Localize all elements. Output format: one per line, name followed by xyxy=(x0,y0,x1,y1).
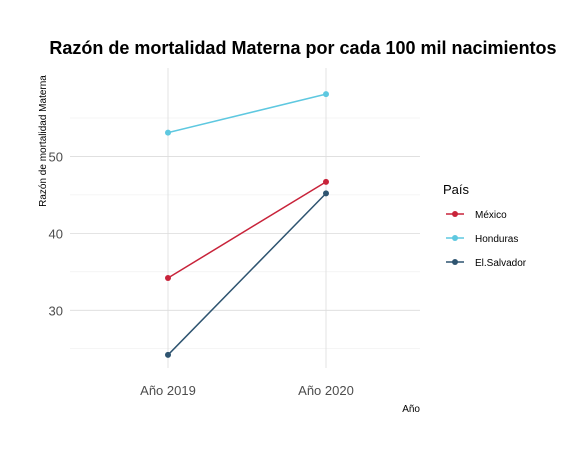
legend-label: México xyxy=(475,210,507,221)
data-point xyxy=(165,275,171,281)
data-point xyxy=(323,190,329,197)
legend-key-point xyxy=(452,259,458,265)
legend-label: Honduras xyxy=(475,234,518,245)
legend: País México Honduras El.Salvador xyxy=(443,182,527,269)
x-axis-title: Año xyxy=(402,404,420,415)
y-axis-ticks: 30 40 50 xyxy=(49,149,63,318)
y-tick-label: 30 xyxy=(49,303,63,318)
x-tick-label: Año 2020 xyxy=(298,383,354,398)
data-point xyxy=(165,351,171,358)
series-points xyxy=(165,91,329,358)
legend-title: País xyxy=(443,182,470,197)
x-axis-ticks: Año 2019 Año 2020 xyxy=(140,383,354,398)
grid xyxy=(70,68,420,368)
y-tick-label: 50 xyxy=(49,149,63,164)
data-point xyxy=(165,129,171,136)
data-point xyxy=(323,91,329,98)
series-lines xyxy=(167,93,327,356)
data-point xyxy=(323,178,329,185)
legend-key-point xyxy=(452,235,458,241)
y-tick-label: 40 xyxy=(49,226,63,241)
series-line xyxy=(167,181,327,279)
y-axis-title: Razón de mortalidad Materna xyxy=(38,75,49,207)
series-line xyxy=(167,192,327,356)
series-line xyxy=(167,93,327,134)
x-tick-label: Año 2019 xyxy=(140,383,196,398)
legend-label: El.Salvador xyxy=(475,258,527,269)
legend-key-point xyxy=(452,211,458,217)
chart-title: Razón de mortalidad Materna por cada 100… xyxy=(49,38,556,58)
